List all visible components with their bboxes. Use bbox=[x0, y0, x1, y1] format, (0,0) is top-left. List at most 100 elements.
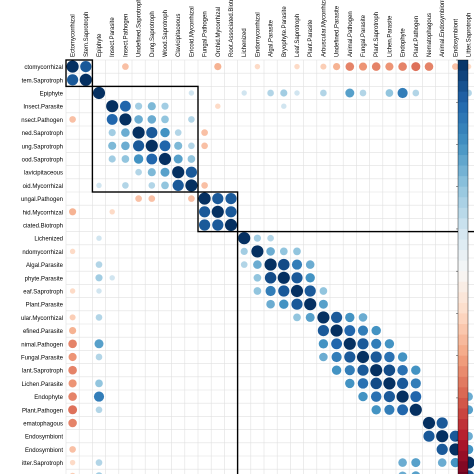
correlation-circle bbox=[411, 471, 420, 474]
column-label: Algal.Parasite bbox=[269, 19, 275, 57]
correlation-circle bbox=[397, 352, 408, 362]
correlation-circle bbox=[69, 446, 76, 453]
correlation-circle bbox=[241, 90, 247, 96]
correlation-circle bbox=[135, 102, 143, 110]
correlation-circle bbox=[68, 379, 77, 388]
colorbar-segment bbox=[458, 387, 468, 399]
correlation-circle bbox=[383, 364, 396, 376]
row-label: eaf.Saprotroph bbox=[23, 290, 63, 296]
correlation-circle bbox=[371, 338, 382, 349]
correlation-circle bbox=[108, 155, 116, 163]
correlation-circle bbox=[134, 115, 143, 124]
row-label: efined.Parasite bbox=[23, 329, 64, 335]
column-label: Animal.Pathogen bbox=[348, 11, 354, 57]
colorbar-segment bbox=[458, 60, 468, 72]
row-label: ood.Saprotroph bbox=[22, 158, 63, 164]
row-label: ctomycorrhizal bbox=[24, 65, 63, 71]
row-label: tem.Saprotroph bbox=[22, 78, 63, 84]
column-label: Endomycorrhizal bbox=[255, 12, 261, 57]
correlation-circle bbox=[267, 234, 274, 242]
correlation-circle bbox=[188, 90, 195, 96]
correlation-circle bbox=[172, 179, 184, 191]
colorbar-segment bbox=[458, 461, 468, 473]
colorbar-segment bbox=[458, 302, 468, 314]
correlation-circle bbox=[291, 259, 303, 270]
correlation-circle bbox=[264, 272, 277, 284]
colorbar-segment bbox=[458, 197, 468, 209]
colorbar-segment bbox=[458, 91, 468, 103]
row-label: Algal.Parasite bbox=[26, 263, 64, 269]
correlation-circle bbox=[385, 62, 394, 71]
colorbar-segment bbox=[458, 366, 468, 378]
correlation-circle bbox=[319, 352, 328, 362]
correlation-circle bbox=[201, 182, 208, 189]
correlation-circle bbox=[317, 325, 329, 337]
colorbar-segment bbox=[458, 376, 468, 388]
column-label: Wood.Saprotroph bbox=[163, 10, 169, 57]
correlation-circle bbox=[95, 459, 103, 466]
row-label: Insect.Parasite bbox=[23, 105, 63, 111]
correlation-circle bbox=[358, 62, 368, 71]
correlation-circle bbox=[450, 457, 461, 468]
correlation-circle bbox=[93, 391, 105, 402]
correlation-circle bbox=[198, 192, 211, 205]
correlation-circle bbox=[96, 182, 102, 189]
correlation-circle bbox=[330, 324, 343, 337]
correlation-circle bbox=[96, 288, 102, 294]
correlation-circle bbox=[199, 219, 211, 231]
correlation-circle bbox=[240, 247, 248, 255]
correlation-circle bbox=[397, 404, 409, 416]
row-label: ungal.Pathogen bbox=[21, 197, 63, 203]
correlation-circle bbox=[370, 351, 382, 363]
correlation-circle bbox=[240, 261, 248, 268]
correlation-circle bbox=[174, 141, 183, 150]
column-label: Undefined.Saprotroph bbox=[137, 0, 143, 57]
correlation-circle bbox=[398, 458, 407, 467]
correlation-circle bbox=[108, 141, 117, 150]
correlation-circle bbox=[411, 62, 421, 72]
column-label: Lichen.Parasite bbox=[387, 15, 393, 57]
correlation-circle bbox=[159, 140, 171, 152]
correlation-circle bbox=[370, 391, 382, 402]
colorbar-segment bbox=[458, 450, 468, 462]
cluster-boxes bbox=[65, 59, 474, 474]
column-label: Orchid.Mycorrhizal bbox=[216, 7, 222, 57]
correlation-circle bbox=[68, 339, 77, 349]
correlation-circle bbox=[333, 63, 341, 71]
colorbar-segment bbox=[458, 176, 468, 188]
correlation-circle bbox=[121, 155, 130, 163]
colorbar-segment bbox=[458, 165, 468, 177]
colorbar-segment bbox=[458, 133, 468, 145]
correlation-circle bbox=[108, 129, 116, 137]
correlation-circle bbox=[132, 126, 145, 139]
column-label: Animal.Endosymbiont bbox=[440, 0, 446, 57]
row-label: ular.Mycorrhizal bbox=[21, 316, 63, 322]
colorbar-segment bbox=[458, 102, 468, 114]
correlation-circle bbox=[224, 218, 238, 232]
correlation-circle bbox=[95, 274, 103, 282]
row-label: ndomycorrhizal bbox=[22, 250, 63, 256]
correlation-circle bbox=[147, 168, 156, 177]
correlation-circle bbox=[68, 352, 77, 362]
correlation-circle bbox=[410, 378, 421, 389]
correlation-circle bbox=[266, 247, 275, 256]
correlation-circle bbox=[145, 139, 158, 152]
correlation-circle bbox=[304, 285, 316, 297]
colorbar-segment bbox=[458, 345, 468, 357]
correlation-circle bbox=[253, 273, 262, 282]
cluster-box bbox=[65, 59, 94, 88]
correlation-circle bbox=[161, 181, 169, 190]
column-label: Ectomycorrhizal bbox=[71, 14, 77, 57]
correlation-circle bbox=[384, 339, 395, 349]
correlation-circle bbox=[424, 62, 434, 71]
correlation-circle bbox=[199, 206, 211, 218]
correlation-circle bbox=[278, 285, 290, 297]
row-label: nsect.Pathogen bbox=[21, 118, 63, 124]
correlation-circle bbox=[398, 471, 407, 474]
colorbar-segment bbox=[458, 207, 468, 219]
colorbar-segment bbox=[458, 186, 468, 198]
correlation-circle bbox=[411, 365, 421, 375]
correlation-circle bbox=[80, 61, 92, 73]
correlation-circle bbox=[188, 142, 195, 150]
correlation-circle bbox=[370, 377, 382, 390]
